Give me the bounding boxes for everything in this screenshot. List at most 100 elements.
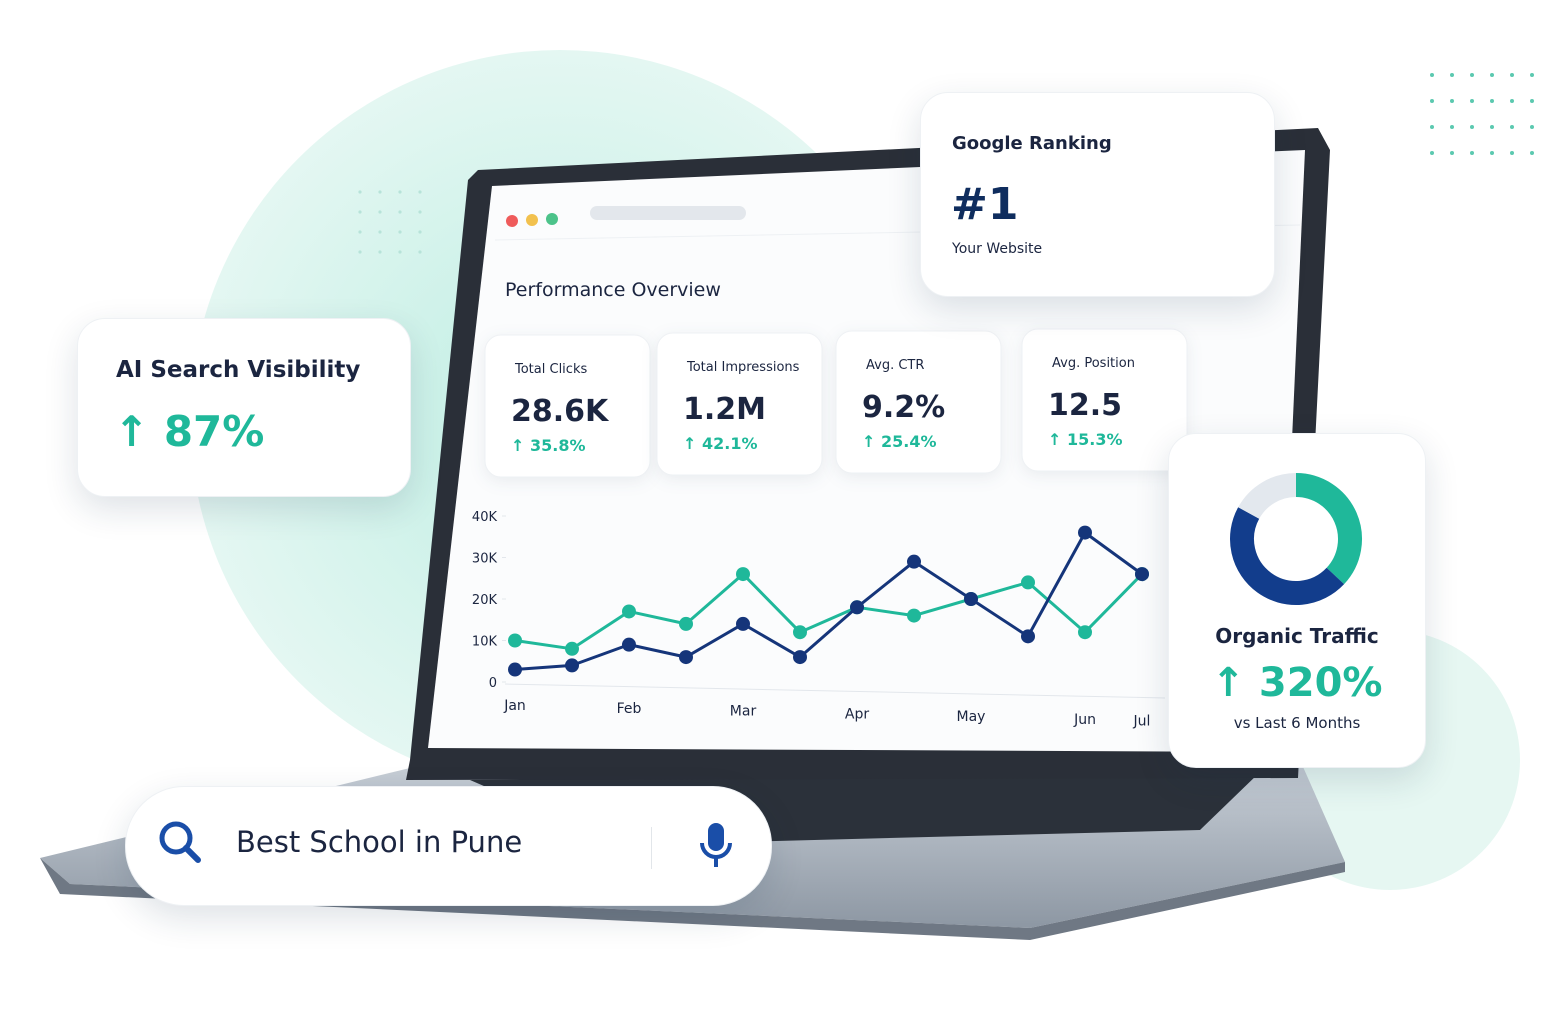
y-tick-label: 0 <box>489 676 497 691</box>
data-point <box>1135 567 1149 582</box>
card-title: Google Ranking <box>952 133 1112 154</box>
metric-value: 1.2M <box>683 392 766 427</box>
dot <box>1510 125 1514 129</box>
ranking-card: Google Ranking #1 Your Website <box>920 92 1275 297</box>
dot <box>1450 73 1454 77</box>
donut-chart <box>1230 473 1362 605</box>
data-point <box>1078 525 1092 540</box>
card-value: ↑ 320% <box>1211 660 1383 706</box>
card-value: ↑ 87% <box>114 407 265 456</box>
data-point <box>622 604 636 619</box>
y-tick-label: 10K <box>472 635 498 650</box>
x-tick-label: Jan <box>503 698 526 714</box>
data-point <box>907 554 921 569</box>
metric-change: ↑ 42.1% <box>683 434 757 453</box>
dot <box>418 210 422 214</box>
divider <box>651 827 652 869</box>
x-tick-label: Jul <box>1133 713 1151 729</box>
dot <box>1490 151 1494 155</box>
data-point <box>964 592 978 606</box>
dot <box>418 190 422 194</box>
y-tick-label: 20K <box>472 593 498 608</box>
data-point <box>508 662 522 677</box>
card-title: Organic Traffic <box>1215 624 1379 648</box>
metric-value: 28.6K <box>511 394 610 429</box>
dot <box>1510 151 1514 155</box>
metric-change: ↑ 25.4% <box>862 432 936 451</box>
metric-change: ↑ 15.3% <box>1048 430 1122 449</box>
search-query[interactable]: Best School in Pune <box>236 825 523 859</box>
metric-value: 12.5 <box>1048 388 1122 423</box>
donut-segment <box>1238 473 1297 520</box>
search-icon <box>159 821 201 863</box>
dot-grid <box>358 73 1534 254</box>
dot <box>1470 73 1474 77</box>
dot <box>1490 73 1494 77</box>
series-line <box>514 531 1143 672</box>
metric-card <box>835 330 1002 474</box>
dot <box>1490 125 1494 129</box>
data-point <box>907 608 921 623</box>
dot <box>1510 73 1514 77</box>
dot <box>1450 99 1454 103</box>
dot <box>398 190 402 194</box>
data-point <box>1021 575 1035 590</box>
data-point <box>793 625 807 640</box>
data-point <box>508 633 522 648</box>
data-point <box>793 650 807 665</box>
dot <box>1430 99 1434 103</box>
card-subtitle: vs Last 6 Months <box>1233 714 1361 732</box>
data-point <box>1021 629 1035 644</box>
dot <box>1470 151 1474 155</box>
window-dot <box>506 215 518 227</box>
traffic-card: Organic Traffic ↑ 320% vs Last 6 Months <box>1168 433 1426 768</box>
metric-value: 9.2% <box>862 390 945 425</box>
card-subtitle: Your Website <box>952 241 1043 257</box>
dot <box>398 210 402 214</box>
data-point <box>565 658 579 673</box>
y-tick-label: 40K <box>472 510 498 525</box>
metric-label: Avg. CTR <box>866 358 924 373</box>
dot <box>418 230 422 234</box>
metric-card <box>484 334 651 478</box>
card-title: AI Search Visibility <box>116 357 361 383</box>
metric-label: Total Clicks <box>514 362 587 377</box>
metric-label: Avg. Position <box>1052 356 1135 371</box>
dot <box>398 250 402 254</box>
dot <box>358 210 362 214</box>
search-bar[interactable]: Best School in Pune <box>125 786 772 906</box>
data-point <box>736 567 750 582</box>
dot <box>1470 125 1474 129</box>
x-tick-label: Feb <box>617 701 642 717</box>
mic-icon[interactable] <box>696 821 736 871</box>
y-tick-label: 30K <box>472 552 498 567</box>
dot <box>378 230 382 234</box>
data-point <box>850 600 864 615</box>
data-point <box>736 616 750 631</box>
metric-label: Total Impressions <box>686 360 800 375</box>
donut-segment <box>1230 507 1345 605</box>
dot <box>378 210 382 214</box>
line-chart: 0 10K 20K 30K 40K Jan Feb Mar Apr May Jun Jul <box>472 510 1151 729</box>
data-point <box>679 650 693 665</box>
dot <box>1530 125 1534 129</box>
donut-segment <box>1295 473 1362 585</box>
dashboard-title: Performance Overview <box>505 279 721 301</box>
dot <box>358 230 362 234</box>
data-point <box>565 641 579 656</box>
dot <box>1490 99 1494 103</box>
dot <box>358 250 362 254</box>
dot <box>398 230 402 234</box>
dot <box>1530 99 1534 103</box>
x-axis <box>504 683 1166 699</box>
dot <box>418 250 422 254</box>
dot <box>378 190 382 194</box>
metric-card <box>656 332 823 476</box>
window-dot <box>526 214 538 226</box>
dot <box>1510 99 1514 103</box>
dot <box>378 250 382 254</box>
dot <box>358 190 362 194</box>
data-point <box>1078 625 1092 640</box>
dot <box>1430 73 1434 77</box>
